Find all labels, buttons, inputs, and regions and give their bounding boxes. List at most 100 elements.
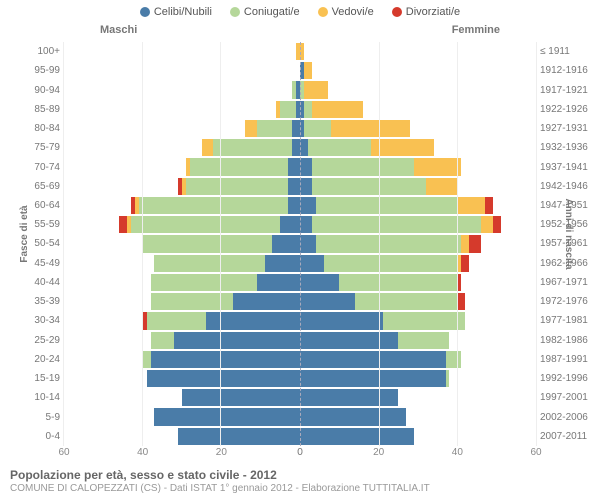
age-band-label: 50-54 [10, 234, 64, 253]
x-axis-right: 0204060 [300, 447, 536, 461]
bar-segment [308, 139, 371, 156]
bars-area [64, 42, 536, 446]
legend-label: Divorziati/e [406, 6, 460, 18]
bar-row [300, 254, 536, 273]
bar-segment [257, 120, 292, 137]
bar-segment [300, 139, 308, 156]
age-band-label: 15-19 [10, 369, 64, 388]
bar-row [64, 234, 300, 253]
x-tick: 60 [58, 447, 69, 458]
bar-segment [288, 197, 300, 214]
x-axis-left: 0204060 [64, 447, 300, 461]
bar-row [300, 177, 536, 196]
x-tick: 40 [452, 447, 463, 458]
age-band-label: 90-94 [10, 80, 64, 99]
bar-segment [312, 101, 363, 118]
bar-segment [300, 235, 316, 252]
age-band-label: 100+ [10, 42, 64, 61]
bar-row [300, 80, 536, 99]
bar-segment [324, 255, 458, 272]
age-band-label: 85-89 [10, 100, 64, 119]
bar-row [300, 234, 536, 253]
bar-row [64, 273, 300, 292]
y-axis-left: 100+95-9990-9485-8980-8475-7970-7465-696… [10, 42, 64, 446]
bar-row [64, 215, 300, 234]
bar-segment [151, 274, 257, 291]
bar-segment [461, 235, 469, 252]
bar-segment [331, 120, 410, 137]
bar-segment [304, 120, 332, 137]
age-band-label: 75-79 [10, 138, 64, 157]
bar-row [300, 369, 536, 388]
bar-segment [316, 197, 458, 214]
bar-row [300, 42, 536, 61]
bar-segment [300, 389, 398, 406]
bar-row [300, 331, 536, 350]
bar-row [64, 407, 300, 426]
bar-segment [300, 370, 446, 387]
bar-segment [493, 216, 501, 233]
age-band-label: 95-99 [10, 61, 64, 80]
center-line [300, 42, 301, 446]
y-axis-title-left: Fasce di età [19, 205, 30, 262]
bar-row [64, 177, 300, 196]
bar-segment [233, 293, 300, 310]
bars-female [300, 42, 536, 446]
bar-segment [143, 351, 151, 368]
bar-row [300, 157, 536, 176]
bar-row [64, 388, 300, 407]
bar-row [64, 196, 300, 215]
bar-row [64, 138, 300, 157]
bar-row [300, 196, 536, 215]
bar-segment [288, 178, 300, 195]
population-pyramid-chart: Celibi/NubiliConiugati/eVedovi/eDivorzia… [0, 0, 600, 500]
bar-segment [339, 274, 457, 291]
birth-year-label: 1922-1926 [536, 100, 590, 119]
bar-segment [300, 428, 414, 445]
bar-row [64, 369, 300, 388]
bar-segment [304, 81, 328, 98]
bar-segment [300, 293, 355, 310]
legend-swatch [140, 7, 150, 17]
legend: Celibi/NubiliConiugati/eVedovi/eDivorzia… [0, 0, 600, 22]
bar-segment [186, 178, 288, 195]
bar-row [64, 61, 300, 80]
bar-segment [151, 332, 175, 349]
age-band-label: 5-9 [10, 407, 64, 426]
bar-segment [147, 370, 300, 387]
bar-segment [371, 139, 434, 156]
bar-segment [414, 158, 461, 175]
bar-segment [300, 351, 446, 368]
bar-row [300, 292, 536, 311]
bar-segment [300, 158, 312, 175]
bar-segment [182, 389, 300, 406]
bar-segment [245, 120, 257, 137]
age-band-label: 25-29 [10, 331, 64, 350]
birth-year-label: ≤ 1911 [536, 42, 590, 61]
bar-segment [292, 120, 300, 137]
bar-segment [178, 428, 300, 445]
bar-segment [288, 158, 300, 175]
bar-segment [300, 408, 406, 425]
bar-segment [147, 312, 206, 329]
bar-segment [190, 158, 288, 175]
x-tick: 0 [297, 447, 303, 458]
bar-row [300, 311, 536, 330]
bar-segment [383, 312, 466, 329]
legend-label: Celibi/Nubili [154, 6, 212, 18]
bar-segment [304, 62, 312, 79]
bar-row [300, 119, 536, 138]
birth-year-label: 1972-1976 [536, 292, 590, 311]
bar-row [64, 42, 300, 61]
bar-row [64, 311, 300, 330]
bar-row [300, 215, 536, 234]
bar-row [64, 350, 300, 369]
bar-segment [300, 255, 324, 272]
birth-year-label: 1982-1986 [536, 331, 590, 350]
legend-swatch [392, 7, 402, 17]
birth-year-label: 1977-1981 [536, 311, 590, 330]
bar-row [64, 292, 300, 311]
bar-segment [304, 101, 312, 118]
birth-year-label: 1912-1916 [536, 61, 590, 80]
bar-segment [446, 370, 450, 387]
